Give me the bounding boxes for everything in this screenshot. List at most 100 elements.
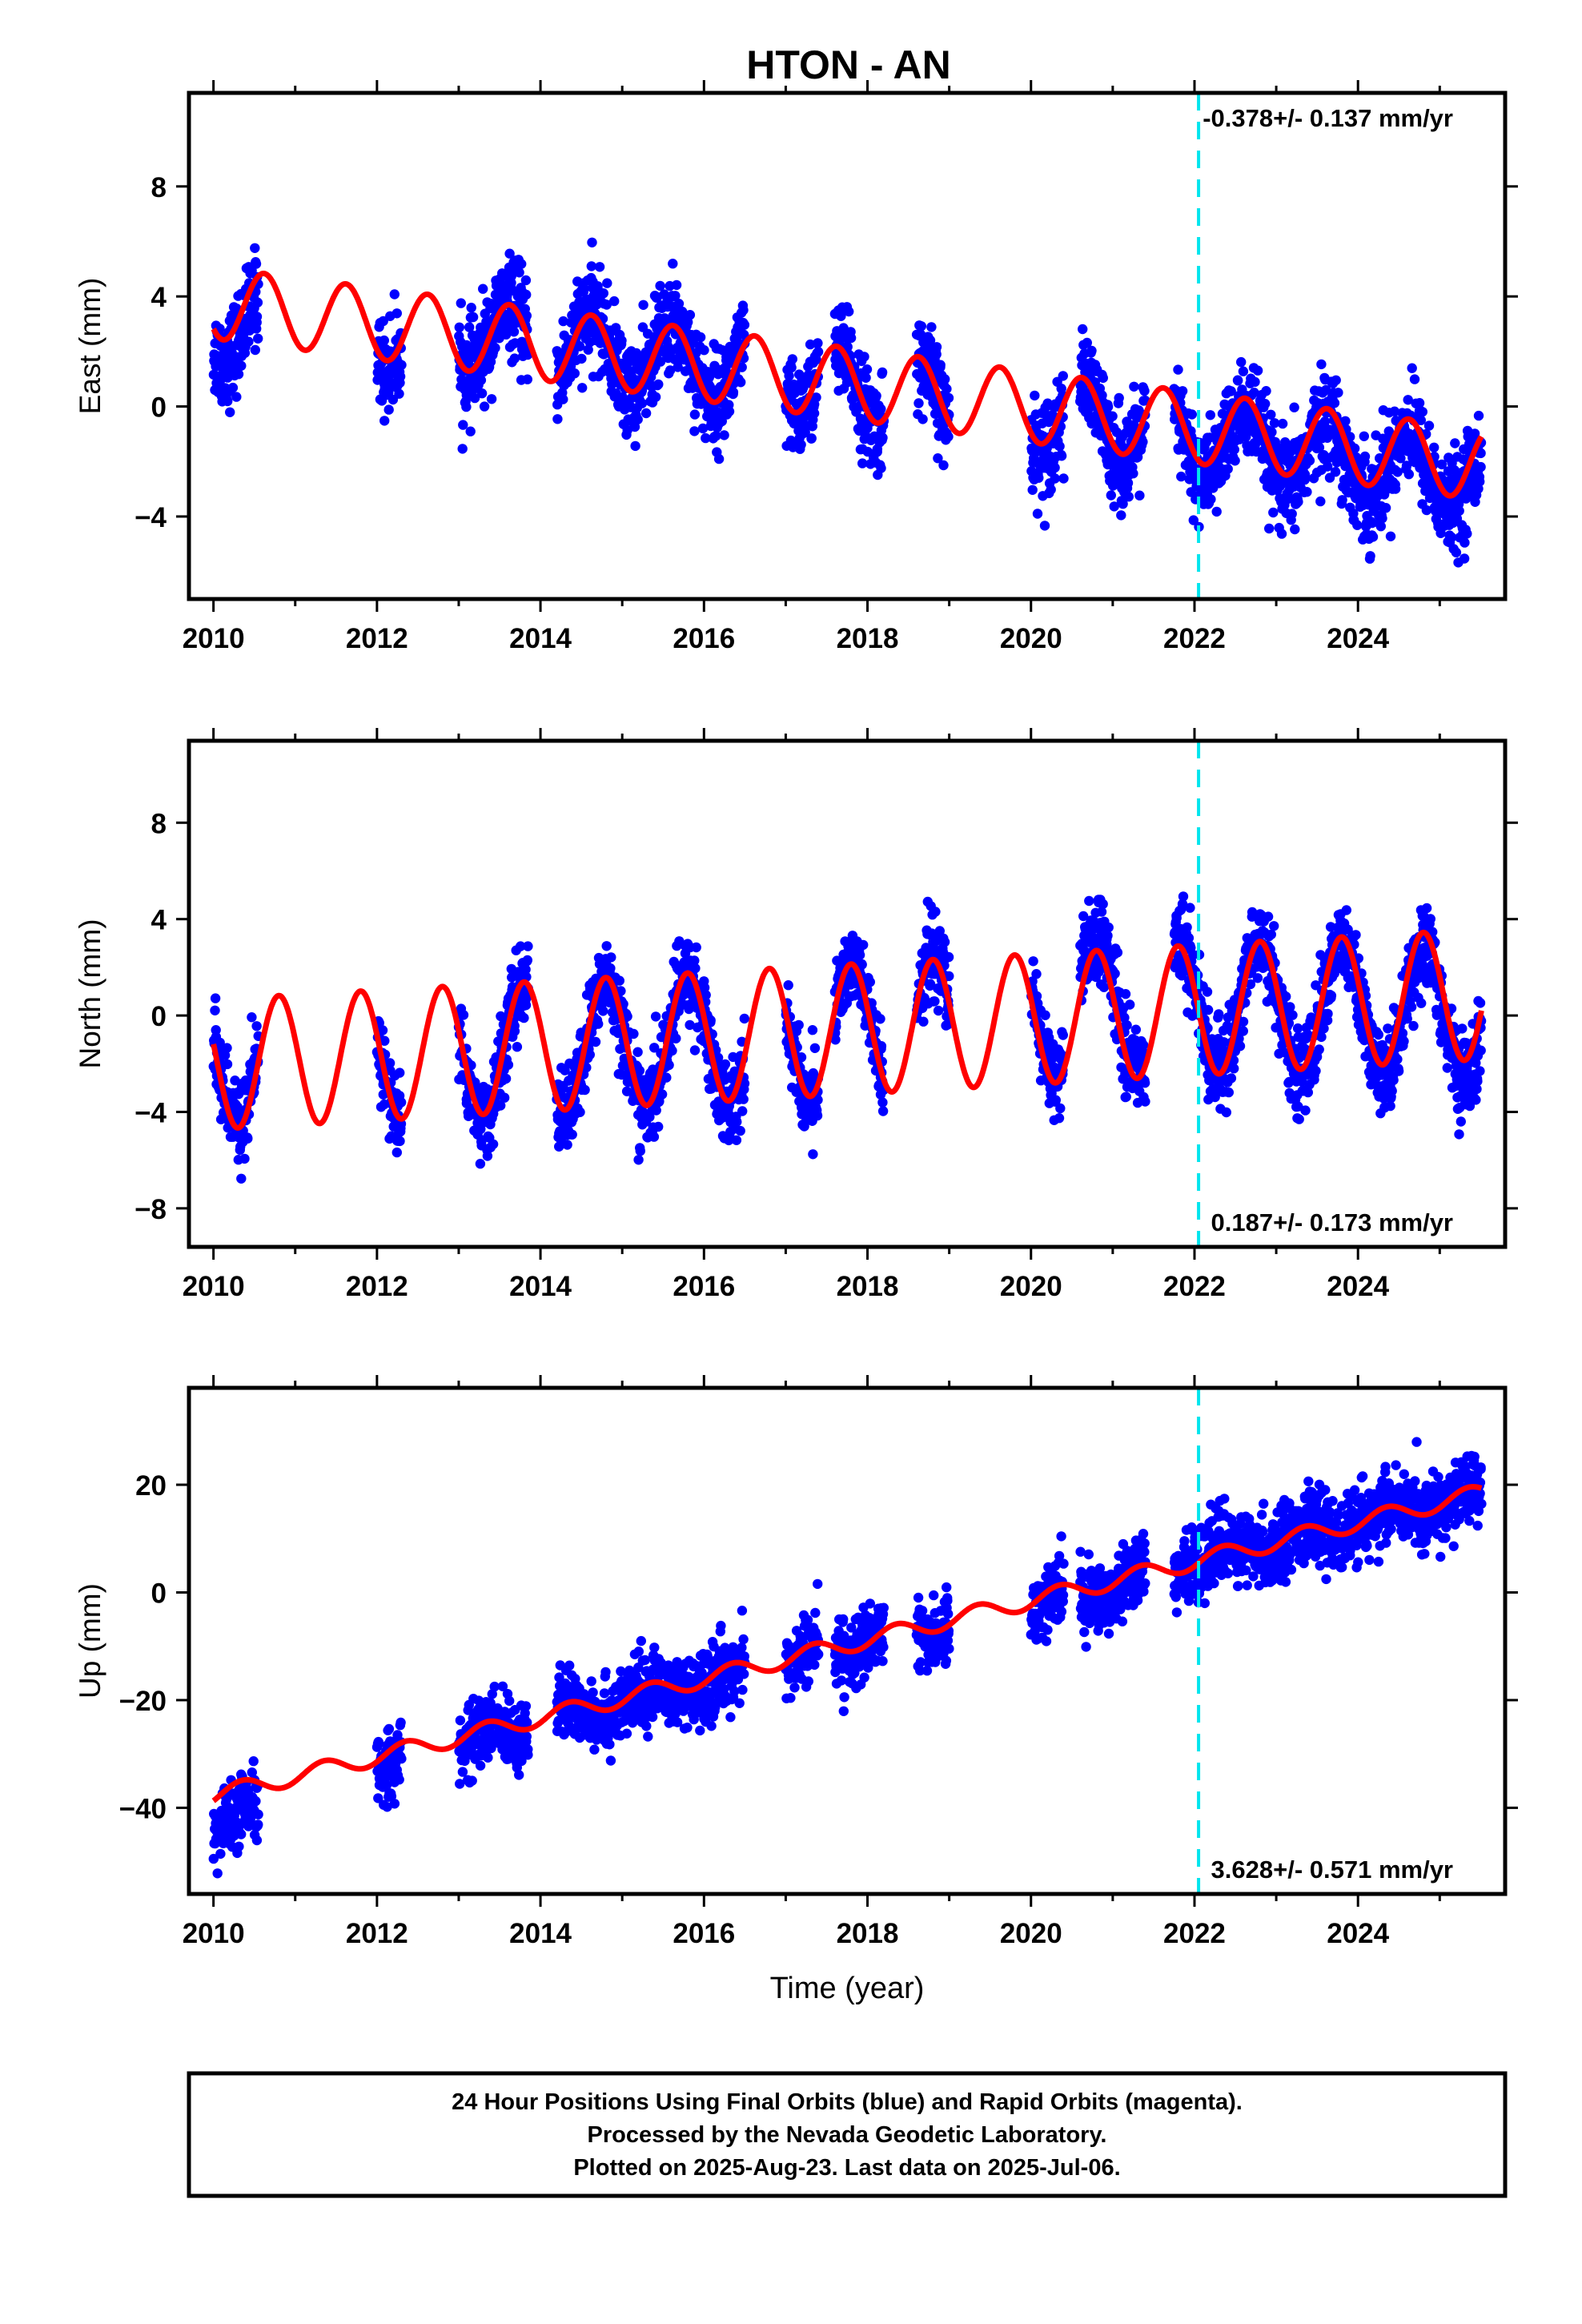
data-point [701,432,711,444]
data-point [1103,922,1114,933]
data-point [783,980,793,991]
data-point [233,369,244,380]
data-point [1252,973,1263,983]
data-point [636,398,648,408]
data-point [930,907,941,917]
data-point [1389,406,1400,416]
north-data-layer [208,741,1487,1247]
data-point [500,1073,512,1084]
data-point [457,444,468,454]
data-point [1056,451,1067,461]
data-point [622,424,632,436]
east-rate-label: -0.378+/- 0.137 mm/yr [1203,104,1453,132]
data-point [394,388,404,399]
data-point [689,426,700,436]
data-point [1205,410,1216,420]
data-point [1130,1024,1142,1035]
data-point [1454,505,1464,517]
x-tick-label: 2018 [837,623,899,654]
data-point [877,1106,889,1116]
y-tick-label: 8 [151,172,167,203]
data-point [458,420,468,430]
data-point [1392,467,1403,477]
data-point [653,379,664,390]
data-point [1287,509,1297,519]
data-point [614,975,624,986]
x-tick-label: 2016 [673,623,735,654]
data-point [685,310,696,320]
data-point [926,322,937,332]
data-point [1054,441,1065,452]
data-point [876,463,886,473]
data-point [1139,385,1150,396]
data-point [738,305,749,316]
data-point [1293,497,1303,507]
data-point [1252,365,1263,376]
data-point [251,259,262,269]
data-point [1182,922,1192,933]
data-point [1098,899,1108,910]
data-point [673,362,683,372]
data-point [1359,431,1370,441]
data-point [594,262,605,272]
data-point [1460,537,1470,548]
data-point [590,1036,601,1047]
data-point [1185,903,1195,913]
data-point [576,353,587,364]
data-point [1238,1026,1249,1036]
data-point [933,1005,944,1016]
data-point [633,1155,644,1165]
data-point [1058,371,1069,381]
panels: 2010 2012 2014 2016 2018 2020 2022 2024−4048Eas… [74,80,1518,2005]
data-point [943,951,954,963]
east-data-layer [208,93,1487,599]
data-point [1055,1103,1066,1114]
data-point [395,1136,405,1147]
data-point [1365,551,1375,561]
data-point [875,1014,885,1024]
data-point [1269,418,1280,428]
data-point [465,426,476,436]
y-tick-label: −4 [135,502,167,533]
data-point [1261,386,1271,396]
data-point [650,1011,661,1022]
data-point [1098,372,1109,384]
data-point [1202,987,1213,997]
data-point [1349,443,1360,454]
data-point [1266,409,1276,420]
data-point [1436,459,1447,470]
data-point [476,388,488,399]
data-point [845,332,857,344]
data-point [737,1106,748,1116]
data-point [1034,472,1044,483]
data-point [648,1132,660,1142]
data-point [521,311,532,321]
data-point [1046,485,1056,495]
data-point [1178,891,1189,902]
data-point [558,394,568,404]
data-point [1129,381,1139,392]
data-point [1316,359,1327,370]
data-point [509,353,520,364]
data-point [521,289,532,300]
data-point [1281,991,1291,1002]
data-point [671,1033,681,1044]
data-point [577,383,588,393]
data-point [586,261,596,271]
data-point [697,423,709,434]
data-point [1367,517,1378,529]
data-point [391,308,402,319]
data-point [861,372,871,383]
data-point [1475,476,1485,487]
x-tick-label: 2012 [346,623,408,654]
data-point [713,453,725,464]
data-point [1123,492,1134,502]
data-point [1106,490,1117,501]
data-point [1314,442,1325,452]
data-point [1323,461,1333,472]
data-point [1177,386,1188,396]
data-point [1221,1107,1232,1118]
data-point [735,1125,745,1136]
data-point [1082,337,1093,348]
data-point [478,283,488,294]
